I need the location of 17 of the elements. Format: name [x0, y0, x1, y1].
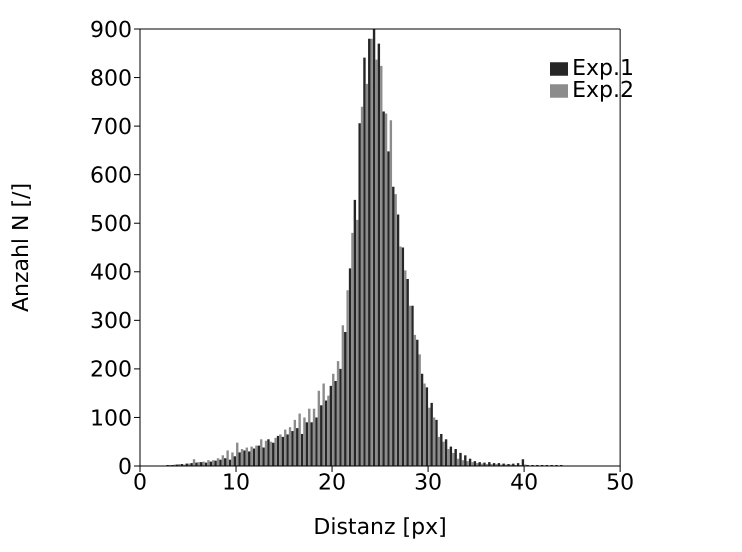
y-tick-label: 100 [90, 406, 132, 432]
x-tick-label: 40 [510, 470, 538, 496]
x-tick-label: 30 [414, 470, 442, 496]
y-tick-label: 400 [90, 260, 132, 286]
y-tick-label: 700 [90, 114, 132, 140]
y-tick-label: 900 [90, 18, 132, 43]
y-tick-label: 800 [90, 66, 132, 92]
x-tick-label: 50 [606, 470, 634, 496]
x-axis-title: Distanz [px] [313, 515, 447, 540]
y-tick-label: 0 [118, 454, 132, 480]
y-tick-label: 300 [90, 309, 132, 334]
y-tick-label: 500 [90, 212, 132, 238]
y-axis-title: Anzahl N [/] [8, 182, 34, 312]
y-tick-label: 600 [90, 163, 132, 188]
x-tick-label: 20 [318, 470, 346, 496]
y-tick-label: 200 [90, 358, 132, 383]
x-tick-label: 10 [222, 470, 250, 496]
